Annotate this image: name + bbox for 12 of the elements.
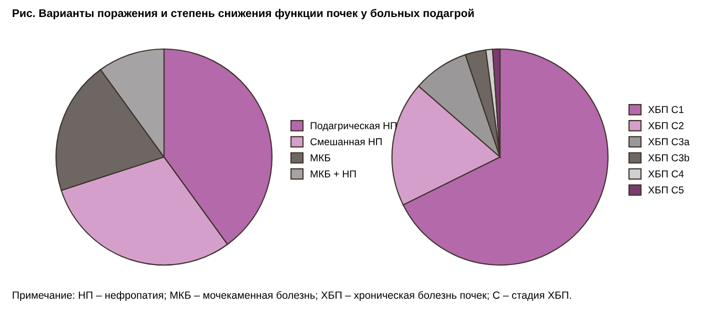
text: Примечание: НП – нефропатия; МКБ – мочекаменная болезнь; ХБП – хроническая болезнь почек; С – стадия ХБП. <box>12 291 571 301</box>
legend-label: ХБП С5 <box>648 186 684 194</box>
legend-label: ХБП С3b <box>648 154 690 162</box>
legend-label: ХБП С1 <box>648 106 684 114</box>
legend-label: ХБП С2 <box>648 122 684 130</box>
legend-label: Смешанная НП <box>310 138 382 146</box>
legend-label: ХБП С3a <box>648 138 690 146</box>
legend-label: МКБ <box>310 154 330 162</box>
legend-label: ХБП С4 <box>648 170 684 178</box>
chart-title: Рис. Варианты поражения и степень снижения функции почек у больных подагрой <box>12 8 474 20</box>
legend-label: Подагрическая НП <box>310 122 396 132</box>
legend-label: МКБ + НП <box>310 170 356 178</box>
